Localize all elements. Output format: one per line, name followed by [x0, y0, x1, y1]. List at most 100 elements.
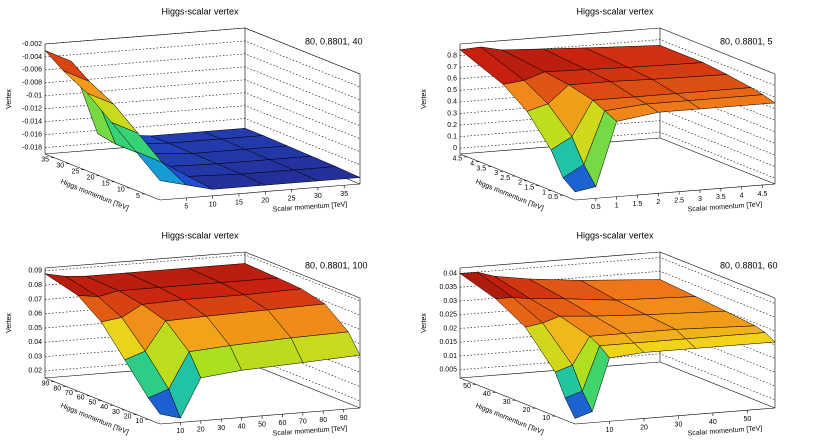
z-tick-label: 0.09: [28, 268, 42, 275]
z-axis-label: Vertex: [421, 313, 428, 333]
annotation: 80, 0.8801, 5: [720, 36, 773, 46]
box-edge: [44, 27, 246, 45]
axis-line: [159, 407, 361, 425]
y-tick-label: 20: [124, 413, 132, 420]
y-tick-label: 2: [518, 180, 522, 187]
x-tick-label: 10: [177, 428, 185, 435]
x-tick-label: 50: [744, 416, 752, 423]
z-tick-label: 0.04: [28, 339, 42, 346]
panel: -0.018 -0.016 -0.014 -0.012 -0.01 -0.008 -0.00…: [6, 6, 363, 213]
y-tick-label: 40: [100, 404, 108, 411]
panel: 00.10.20.30.40.50.60.70.80.5 1 1.5 2 2.5 3 3.5…: [421, 6, 776, 213]
x-tick-label: 10: [209, 202, 217, 209]
box-edge: [459, 251, 661, 269]
annotation: 80, 0.8801, 60: [720, 260, 778, 270]
y-tick-label: 4.5: [452, 156, 462, 163]
axis-line: [574, 407, 776, 425]
x-tick-label: 2: [656, 199, 660, 206]
x-axis-label: Scalar momentum [TeV]: [273, 425, 348, 437]
z-tick-label: 0.8: [447, 52, 457, 59]
x-tick-label: 30: [217, 425, 225, 432]
y-tick-label: 30: [56, 163, 64, 170]
box-edge: [44, 251, 246, 269]
y-tick-label: 50: [463, 383, 471, 390]
x-tick-label: 0.5: [591, 204, 601, 211]
y-tick-label: 5: [136, 193, 140, 200]
x-tick-label: 1.5: [633, 201, 643, 208]
axis-line: [44, 377, 161, 425]
y-tick-label: 10: [135, 418, 143, 425]
box-edge: [659, 137, 776, 185]
axis-line: [44, 153, 161, 201]
x-tick-label: 30: [314, 193, 322, 200]
x-tick-label: 25: [288, 195, 296, 202]
z-tick-label: 0.07: [28, 296, 42, 303]
x-tick-label: 35: [340, 191, 348, 198]
z-tick-label: 0.6: [447, 76, 457, 83]
x-tick-label: 2.5: [674, 198, 684, 205]
y-tick-label: 30: [112, 409, 120, 416]
y-tick-label: 10: [542, 415, 550, 422]
box-edge: [459, 27, 661, 45]
x-tick-label: 20: [197, 427, 205, 434]
y-tick-label: 1: [542, 189, 546, 196]
x-tick-label: 90: [340, 415, 348, 422]
z-tick-label: 0.02: [443, 325, 457, 332]
x-tick-label: 40: [238, 423, 246, 430]
grid-line: [459, 120, 776, 167]
y-tick-label: 3.5: [476, 165, 486, 172]
y-tick-label: 2.5: [500, 175, 510, 182]
y-tick-label: 80: [53, 385, 61, 392]
annotation: 80, 0.8801, 40: [305, 36, 363, 46]
x-tick-label: 3: [698, 196, 702, 203]
z-tick-label: 0.06: [28, 311, 42, 318]
z-tick-label: 0.05: [28, 325, 42, 332]
y-tick-label: 15: [102, 181, 110, 188]
grid-line: [44, 254, 361, 302]
x-tick-label: 5: [184, 204, 188, 211]
z-tick-label: -0.002: [22, 41, 42, 48]
chart-title: Higgs-scalar vertex: [576, 230, 654, 240]
surface-cell: [147, 388, 181, 419]
x-tick-label: 15: [235, 200, 243, 207]
x-tick-label: 4: [740, 193, 744, 200]
x-tick-label: 20: [261, 197, 269, 204]
x-tick-label: 1: [615, 203, 619, 210]
y-tick-label: 20: [87, 175, 95, 182]
z-tick-label: -0.014: [22, 118, 42, 125]
y-tick-label: 0.5: [548, 194, 558, 201]
z-tick-label: -0.018: [22, 144, 42, 151]
x-tick-label: 4.5: [758, 191, 768, 198]
y-tick-label: 3: [494, 170, 498, 177]
surface-cell: [135, 151, 188, 186]
grid-line: [44, 66, 361, 114]
panel: 0.005 0.01 0.015 0.02 0.025 0.03 0.035 0.04 10 20…: [421, 230, 778, 437]
grid-line: [44, 53, 361, 101]
y-tick-label: 20: [523, 407, 531, 414]
z-tick-label: -0.016: [22, 131, 42, 138]
y-tick-label: 90: [42, 381, 50, 388]
z-tick-label: 0: [453, 145, 457, 152]
z-tick-label: 0.2: [447, 122, 457, 129]
z-tick-label: -0.01: [26, 93, 42, 100]
z-tick-label: 0.1: [447, 133, 457, 140]
z-axis-label: Vertex: [6, 89, 13, 109]
x-axis-label: Scalar momentum [TeV]: [273, 201, 348, 213]
x-tick-label: 10: [606, 427, 614, 434]
box-edge: [659, 251, 776, 299]
z-tick-label: -0.008: [22, 80, 42, 87]
grid-line: [44, 79, 361, 127]
z-tick-label: 0.005: [439, 367, 457, 374]
y-tick-label: 25: [72, 169, 80, 176]
chart-title: Higgs-scalar vertex: [161, 230, 239, 240]
x-tick-label: 60: [279, 420, 287, 427]
x-tick-label: 40: [709, 419, 717, 426]
y-tick-label: 70: [65, 390, 73, 397]
z-tick-label: -0.006: [22, 67, 42, 74]
y-tick-label: 1.5: [524, 184, 534, 191]
axis-line: [159, 183, 361, 201]
x-tick-label: 3.5: [716, 194, 726, 201]
x-axis-label: Scalar momentum [TeV]: [688, 201, 763, 213]
grid-line: [44, 40, 361, 88]
